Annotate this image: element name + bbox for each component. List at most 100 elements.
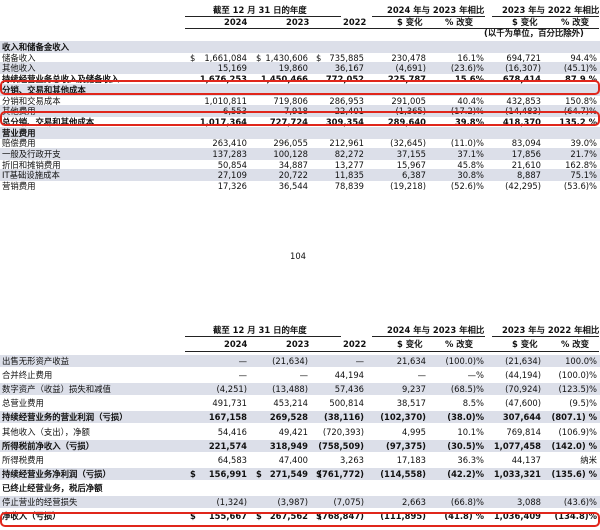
val-change-24-23: 2,663 [402,497,426,507]
val-pct-23-22: 94.4% [570,52,597,63]
table-row: 其他收入（支出），净额 54,416 49,421 (720,393) 4,995 10.… [0,426,600,438]
top-header-rule [185,16,341,17]
val-pct-23-22: 162.8% [565,159,597,170]
dollar-sign: $ [190,468,196,479]
bottom-header-rule [185,336,341,337]
val-change-24-23: (19,218) [390,181,426,192]
top-cmp2-header: 2023 年与 2022 年相比 [502,5,600,15]
val-2023: (21,634) [272,356,308,366]
val-2024: 156,991 [208,468,247,479]
row-label: 已终止经营业务，税后净额 [2,482,103,493]
val-2024: 1,017,364 [199,116,247,127]
val-2023: 34,887 [278,159,308,170]
val-change-23-22: (70,924) [505,384,541,395]
top-col-pct2: % 改变 [561,17,590,27]
table-row: 数字资产（收益）损失和减值 (4,251) (13,488) 57,436 9,237 (… [0,383,600,396]
val-2022: 13,277 [334,159,364,170]
bottom-col-2023: 2023 [286,339,310,349]
val-2024: 491,731 [212,398,247,409]
bottom-header-rule [372,336,485,337]
val-pct-23-22: (135.6) % [551,468,597,479]
dollar-sign: $ [256,468,262,479]
val-change-23-22: (44,194) [505,370,541,381]
val-change-24-23: 37,155 [396,149,426,159]
val-pct-23-22: 100.0% [565,356,597,366]
val-change-23-22: 83,094 [511,138,541,149]
val-change-24-23: (97,375) [386,440,426,451]
val-pct-23-22: (134.8)% [554,511,597,522]
val-change-24-23: 6,387 [402,170,426,181]
val-change-24-23: (114,558) [380,468,426,479]
val-pct-24-23: 39.8% [454,116,484,127]
val-change-24-23: 15,967 [396,159,426,170]
val-change-24-23: 9,237 [402,384,426,395]
val-pct-23-22: 87.9 % [565,74,597,85]
val-pct-23-22: (142.0) % [551,440,597,451]
val-2023: 1,430,606 [265,52,308,63]
val-2024: 27,109 [217,170,247,181]
val-2022: 11,835 [334,170,364,181]
table-row: 总分销、交易和其他成本 1,017,364 727,724 309,354 289,64… [0,116,600,128]
top-cmp1-header: 2024 年与 2023 年相比 [387,5,485,15]
dollar-sign: $ [316,511,322,522]
top-col-2023: 2023 [286,17,310,27]
val-change-24-23: (102,370) [380,412,426,423]
highlight-box-total-revenue [0,80,600,95]
val-2023: (3,987) [277,497,308,507]
top-col-2024: 2024 [224,17,248,27]
val-pct-23-22: (53.6)% [563,181,597,192]
val-2023: 271,549 [269,468,308,479]
val-pct-24-23: 30.8% [457,170,484,181]
top-col-chg1: $ 变化 [397,17,423,27]
val-pct-24-23: 45.8% [457,159,484,170]
val-pct-23-22: 39.0% [570,138,597,149]
table-row: 持续经营业务净利润（亏损） $ $ $156,991 271,549 (761,772) (… [0,467,600,480]
val-change-23-22: 769,814 [506,426,541,437]
val-2024: 167,158 [208,412,247,423]
val-change-24-23: (32,645) [390,138,426,149]
val-2024: (4,251) [216,384,247,395]
val-2022: 78,839 [334,181,364,192]
row-label: 持续经营业务的营业利润（亏损） [2,412,128,423]
bottom-period-header: 截至 12 月 31 日的年度 [213,325,307,335]
table-row: 所得税前净收入（亏损） 221,574 318,949 (758,509) (97,37… [0,439,600,452]
val-change-24-23: — [417,370,426,381]
top-col-chg2: $ 变化 [512,17,538,27]
val-change-23-22: (47,600) [505,398,541,409]
val-pct-23-22: 135.2 % [559,116,597,127]
row-label: 其他收入 [2,63,36,74]
dollar-sign: $ [256,52,262,63]
val-pct-24-23: (42.2)% [447,468,484,479]
val-pct-24-23: (30.5)% [447,440,484,451]
val-pct-24-23: (38.0)% [447,412,484,423]
table-row: 净收入（亏损） $ $ $155,667 267,562 (768,847) (111,89… [0,510,600,522]
val-pct-23-22: 纳米 [580,454,597,465]
val-change-24-23: 38,517 [396,398,426,409]
val-pct-23-22: (106.9)% [558,426,597,437]
val-2024: 1,661,084 [204,52,247,63]
val-2023: 296,055 [273,138,308,149]
val-pct-23-22: (100.0)% [558,370,597,381]
val-2023: 20,722 [278,170,308,181]
val-2022: (7,075) [333,497,364,507]
table-row: IT基础设施成本 27,109 20,722 11,835 6,387 30.8% 8,88… [0,169,600,182]
val-change-24-23: 17,183 [396,454,426,465]
row-label: 出售无形资产收益 [2,356,69,366]
bottom-col-2022: 2022 [343,339,367,349]
table-row: 合并终止费用 — — 44,194 — —% (44,194) (100.0)% [0,369,600,381]
table-row: 折旧和摊销费用 50,854 34,887 13,277 15,967 45.8% 21,6… [0,159,600,171]
val-pct-24-23: 16.1% [457,52,484,63]
val-pct-23-22: (9.5)% [569,398,597,409]
val-2022: (720,393) [322,426,364,437]
row-label: 折旧和摊销费用 [2,159,61,170]
top-header-rule [185,28,599,29]
table-row: 一般及行政开支 137,283 100,128 82,272 37,155 37.1% 17… [0,148,600,160]
val-2022: (758,509) [318,440,364,451]
dollar-sign: $ [256,511,262,522]
top-col-2022: 2022 [343,17,367,27]
val-2024: 17,326 [217,181,247,192]
val-2024: 15,169 [217,63,247,74]
val-2022: — [355,356,364,366]
val-2023: 49,421 [278,426,308,437]
val-pct-24-23: (100.0)% [445,356,484,366]
